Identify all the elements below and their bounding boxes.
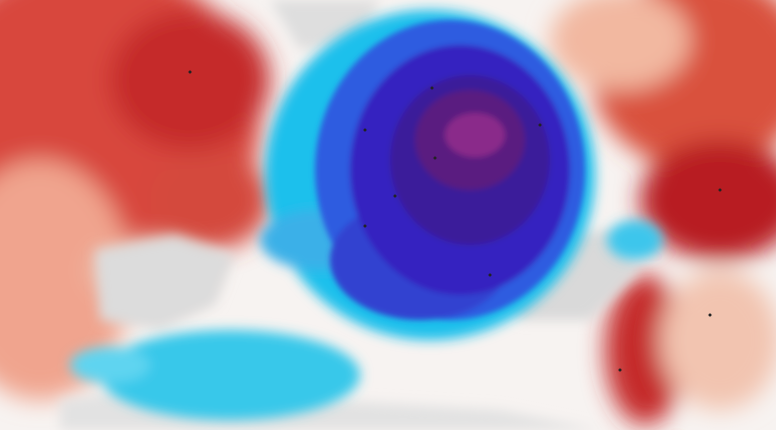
city [363,224,367,228]
city-markers [188,70,722,372]
cold-mediterranean-west [100,330,360,420]
warm-british-isles [110,10,270,150]
city [708,313,712,317]
cold-anatolia [607,220,663,260]
city [433,156,437,160]
city [488,273,492,277]
cold-band-5 [445,113,505,157]
cold-alboran [70,347,150,383]
warm-arabia [660,270,776,410]
cold-core [315,20,585,320]
city [430,86,434,90]
warm-caucasus [640,140,776,260]
city [538,123,542,127]
city [393,194,397,198]
warm-northeast [550,0,690,90]
land-iberia [95,235,235,330]
warm-france [150,150,270,250]
warm-atlantic-south [0,160,130,400]
city [718,188,722,192]
city [363,128,367,132]
city [188,70,192,74]
city [618,368,622,372]
